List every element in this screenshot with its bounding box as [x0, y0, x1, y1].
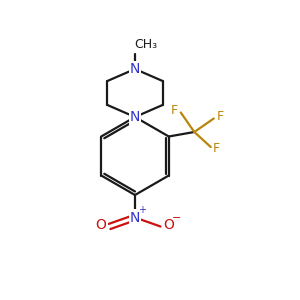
Text: F: F: [217, 110, 224, 124]
Text: N: N: [130, 211, 140, 224]
Text: N: N: [130, 110, 140, 124]
Text: +: +: [138, 205, 146, 215]
Text: O: O: [96, 218, 106, 232]
Text: O: O: [164, 218, 174, 232]
Text: F: F: [171, 104, 178, 118]
Text: −: −: [172, 213, 181, 223]
Text: F: F: [213, 142, 220, 155]
Text: CH₃: CH₃: [134, 38, 157, 51]
Text: N: N: [130, 62, 140, 76]
